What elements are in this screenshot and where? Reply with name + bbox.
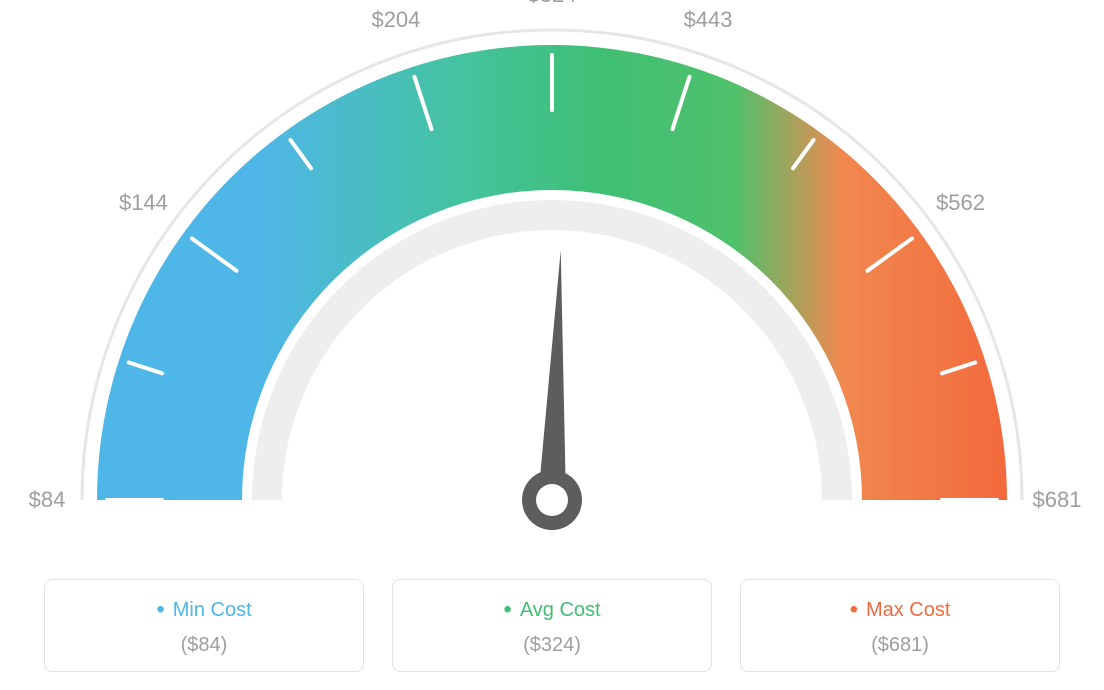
gauge-svg bbox=[0, 0, 1104, 560]
gauge-tick-label: $562 bbox=[936, 190, 985, 216]
legend-title-min: Min Cost bbox=[55, 596, 353, 624]
gauge-tick-label: $204 bbox=[371, 7, 420, 33]
legend-value-max: ($681) bbox=[751, 634, 1049, 657]
gauge-tick-label: $681 bbox=[1033, 487, 1082, 513]
gauge-tick-label: $324 bbox=[528, 0, 577, 8]
legend-card-min: Min Cost ($84) bbox=[44, 579, 364, 672]
legend-title-max: Max Cost bbox=[751, 596, 1049, 624]
gauge-tick-label: $84 bbox=[29, 487, 66, 513]
legend-title-avg: Avg Cost bbox=[403, 596, 701, 624]
legend-row: Min Cost ($84) Avg Cost ($324) Max Cost … bbox=[0, 579, 1104, 672]
legend-value-min: ($84) bbox=[55, 634, 353, 657]
gauge-tick-label: $443 bbox=[684, 7, 733, 33]
legend-card-avg: Avg Cost ($324) bbox=[392, 579, 712, 672]
cost-gauge: $84 $144 $204 $324 $443 $562 $681 bbox=[0, 0, 1104, 560]
legend-value-avg: ($324) bbox=[403, 634, 701, 657]
gauge-tick-label: $144 bbox=[119, 190, 168, 216]
legend-card-max: Max Cost ($681) bbox=[740, 579, 1060, 672]
